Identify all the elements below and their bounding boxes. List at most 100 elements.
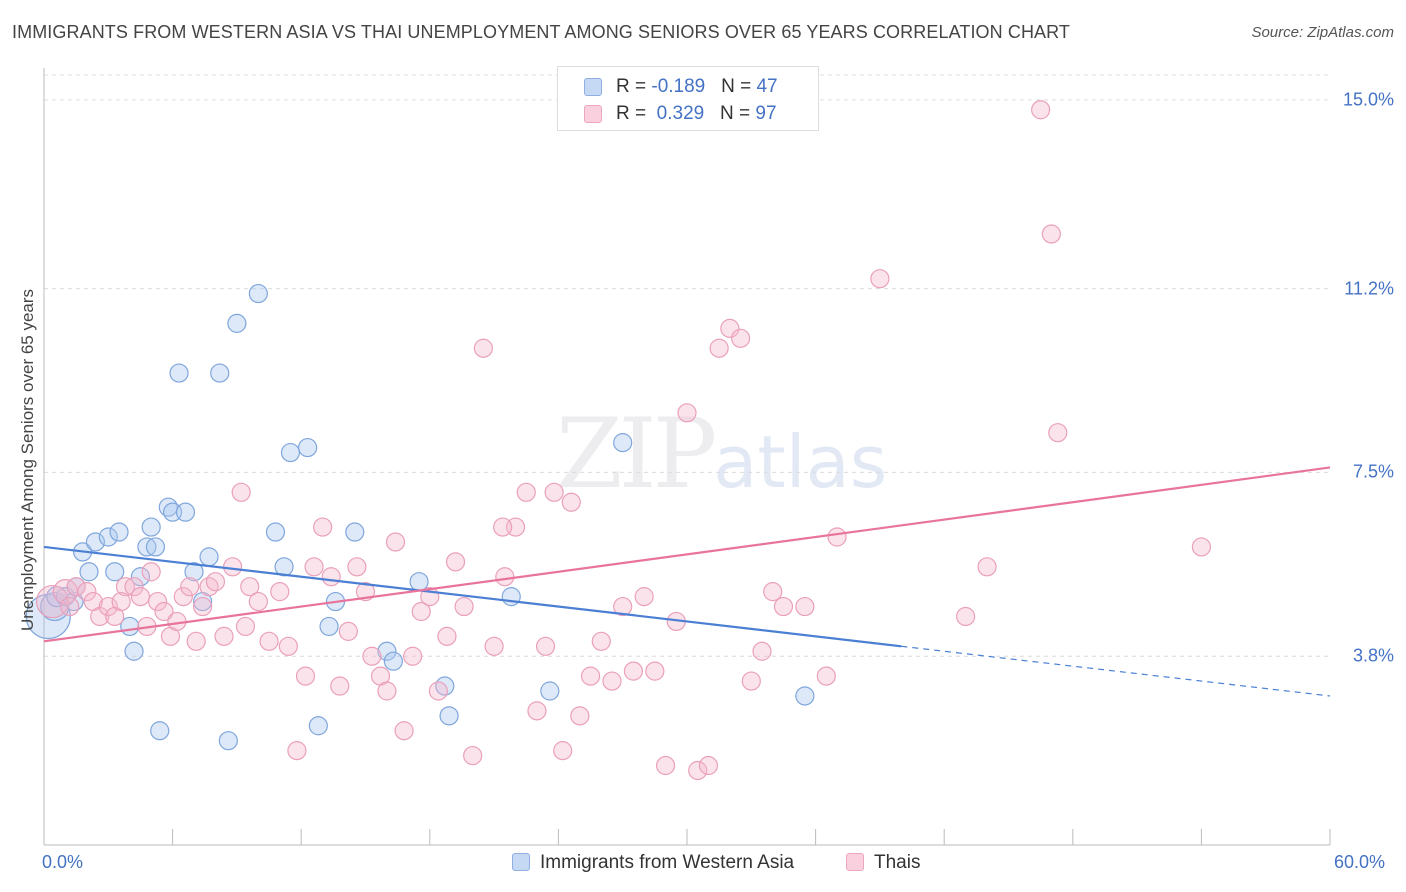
point-western-asia-37	[345, 522, 365, 542]
point-thais-71	[645, 661, 665, 681]
legend-n-value: 47	[756, 76, 778, 97]
point-thais-23	[205, 572, 226, 592]
point-western-asia-46	[795, 686, 815, 706]
point-western-asia-33	[298, 437, 318, 458]
point-thais-20	[186, 631, 206, 651]
point-thais-44	[385, 532, 406, 552]
point-thais-72	[655, 755, 676, 776]
trend-line-extension-western-asia	[901, 645, 1331, 697]
point-western-asia-23	[184, 562, 204, 582]
point-western-asia-11	[109, 522, 129, 542]
point-thais-54	[473, 338, 493, 358]
point-western-asia-13	[124, 641, 144, 661]
point-thais-7	[98, 596, 118, 617]
bottom-legend-thais: Thais	[846, 852, 920, 874]
y-tick-label-11-2: 11.2%	[1344, 278, 1394, 299]
point-thais-43	[377, 681, 397, 701]
point-western-asia-22	[175, 502, 196, 522]
point-thais-55	[484, 636, 504, 656]
point-thais-90	[1031, 100, 1051, 120]
point-thais-22	[199, 577, 219, 597]
point-thais-76	[698, 755, 719, 776]
point-thais-78	[720, 318, 740, 338]
point-thais-88	[956, 606, 976, 627]
stats-legend: R = -0.189 N = 47 R = 0.329 N = 97	[557, 66, 819, 131]
point-western-asia-38	[377, 641, 397, 661]
point-thais-52	[454, 596, 474, 617]
point-thais-46	[403, 646, 423, 666]
point-thais-50	[437, 626, 457, 646]
point-thais-30	[270, 582, 290, 602]
point-thais-35	[313, 517, 333, 537]
point-western-asia-26	[210, 363, 230, 383]
x-tick-label-max: 60.0%	[1334, 852, 1386, 872]
legend-r-value: -0.189	[651, 76, 706, 97]
point-thais-70	[634, 587, 654, 607]
point-western-asia-17	[145, 537, 166, 557]
bottom-legend-label-thais: Thais	[874, 852, 921, 873]
bottom-legend-swatch-thais	[846, 853, 864, 871]
point-thais-47	[411, 601, 431, 622]
bottom-legend-label-western-asia: Immigrants from Western Asia	[540, 852, 795, 873]
point-thais-94	[111, 591, 131, 612]
chart-title: IMMIGRANTS FROM WESTERN ASIA VS THAI UNE…	[12, 22, 1071, 42]
source-label: Source: ZipAtlas.com	[1251, 24, 1394, 41]
point-western-asia-34	[308, 716, 328, 736]
point-thais-41	[362, 646, 382, 666]
point-thais-92	[1048, 423, 1068, 443]
point-thais-79	[730, 328, 751, 348]
point-thais-68	[613, 596, 633, 617]
point-western-asia-44	[540, 681, 560, 701]
point-western-asia-28	[227, 313, 247, 333]
point-thais-19	[180, 577, 200, 597]
point-thais-37	[330, 676, 350, 696]
point-thais-85	[816, 666, 836, 686]
point-thais-39	[347, 557, 367, 577]
point-thais-13	[141, 562, 161, 582]
point-western-asia-29	[248, 283, 268, 304]
legend-text-thais: R = 0.329 N = 97	[616, 103, 777, 125]
point-thais-62	[553, 741, 573, 761]
point-western-asia-7	[79, 562, 99, 582]
trend-line-thais	[43, 466, 1331, 643]
point-thais-10	[124, 577, 144, 597]
y-tick-label-15-0: 15.0%	[1342, 89, 1394, 110]
zipatlas-watermark: ZIPatlas	[556, 398, 887, 510]
legend-n-label: N =	[720, 103, 756, 124]
point-thais-51	[445, 552, 466, 572]
point-thais-25	[223, 557, 243, 577]
point-thais-86	[827, 527, 847, 547]
watermark-atlas: atlas	[713, 420, 888, 504]
point-thais-28	[248, 591, 268, 612]
point-thais-53	[463, 745, 483, 766]
point-western-asia-14	[130, 567, 151, 587]
legend-swatch-western-asia	[584, 78, 602, 96]
point-thais-95	[235, 616, 256, 637]
legend-text-western-asia: R = -0.189 N = 47	[616, 76, 778, 98]
point-thais-66	[591, 631, 611, 651]
point-western-asia-16	[141, 517, 161, 537]
point-western-asia-32	[280, 442, 301, 463]
point-thais-58	[516, 482, 536, 502]
point-thais-77	[709, 338, 729, 358]
legend-r-label: R =	[616, 103, 652, 124]
point-thais-89	[977, 557, 997, 577]
point-western-asia-42	[439, 706, 459, 726]
legend-n-value: 97	[755, 103, 777, 124]
point-thais-26	[231, 482, 251, 502]
point-thais-32	[287, 741, 307, 761]
point-thais-96	[493, 517, 513, 537]
point-thais-84	[795, 596, 815, 617]
legend-swatch-thais	[584, 105, 602, 123]
point-thais-33	[295, 666, 316, 686]
point-western-asia-30	[265, 522, 286, 542]
point-thais-45	[394, 721, 414, 741]
point-thais-0	[35, 584, 70, 619]
point-thais-31	[278, 636, 298, 656]
point-thais-67	[602, 671, 622, 691]
point-western-asia-10	[105, 562, 125, 582]
point-thais-83	[773, 596, 794, 617]
point-thais-29	[259, 631, 279, 651]
point-thais-14	[147, 591, 168, 612]
